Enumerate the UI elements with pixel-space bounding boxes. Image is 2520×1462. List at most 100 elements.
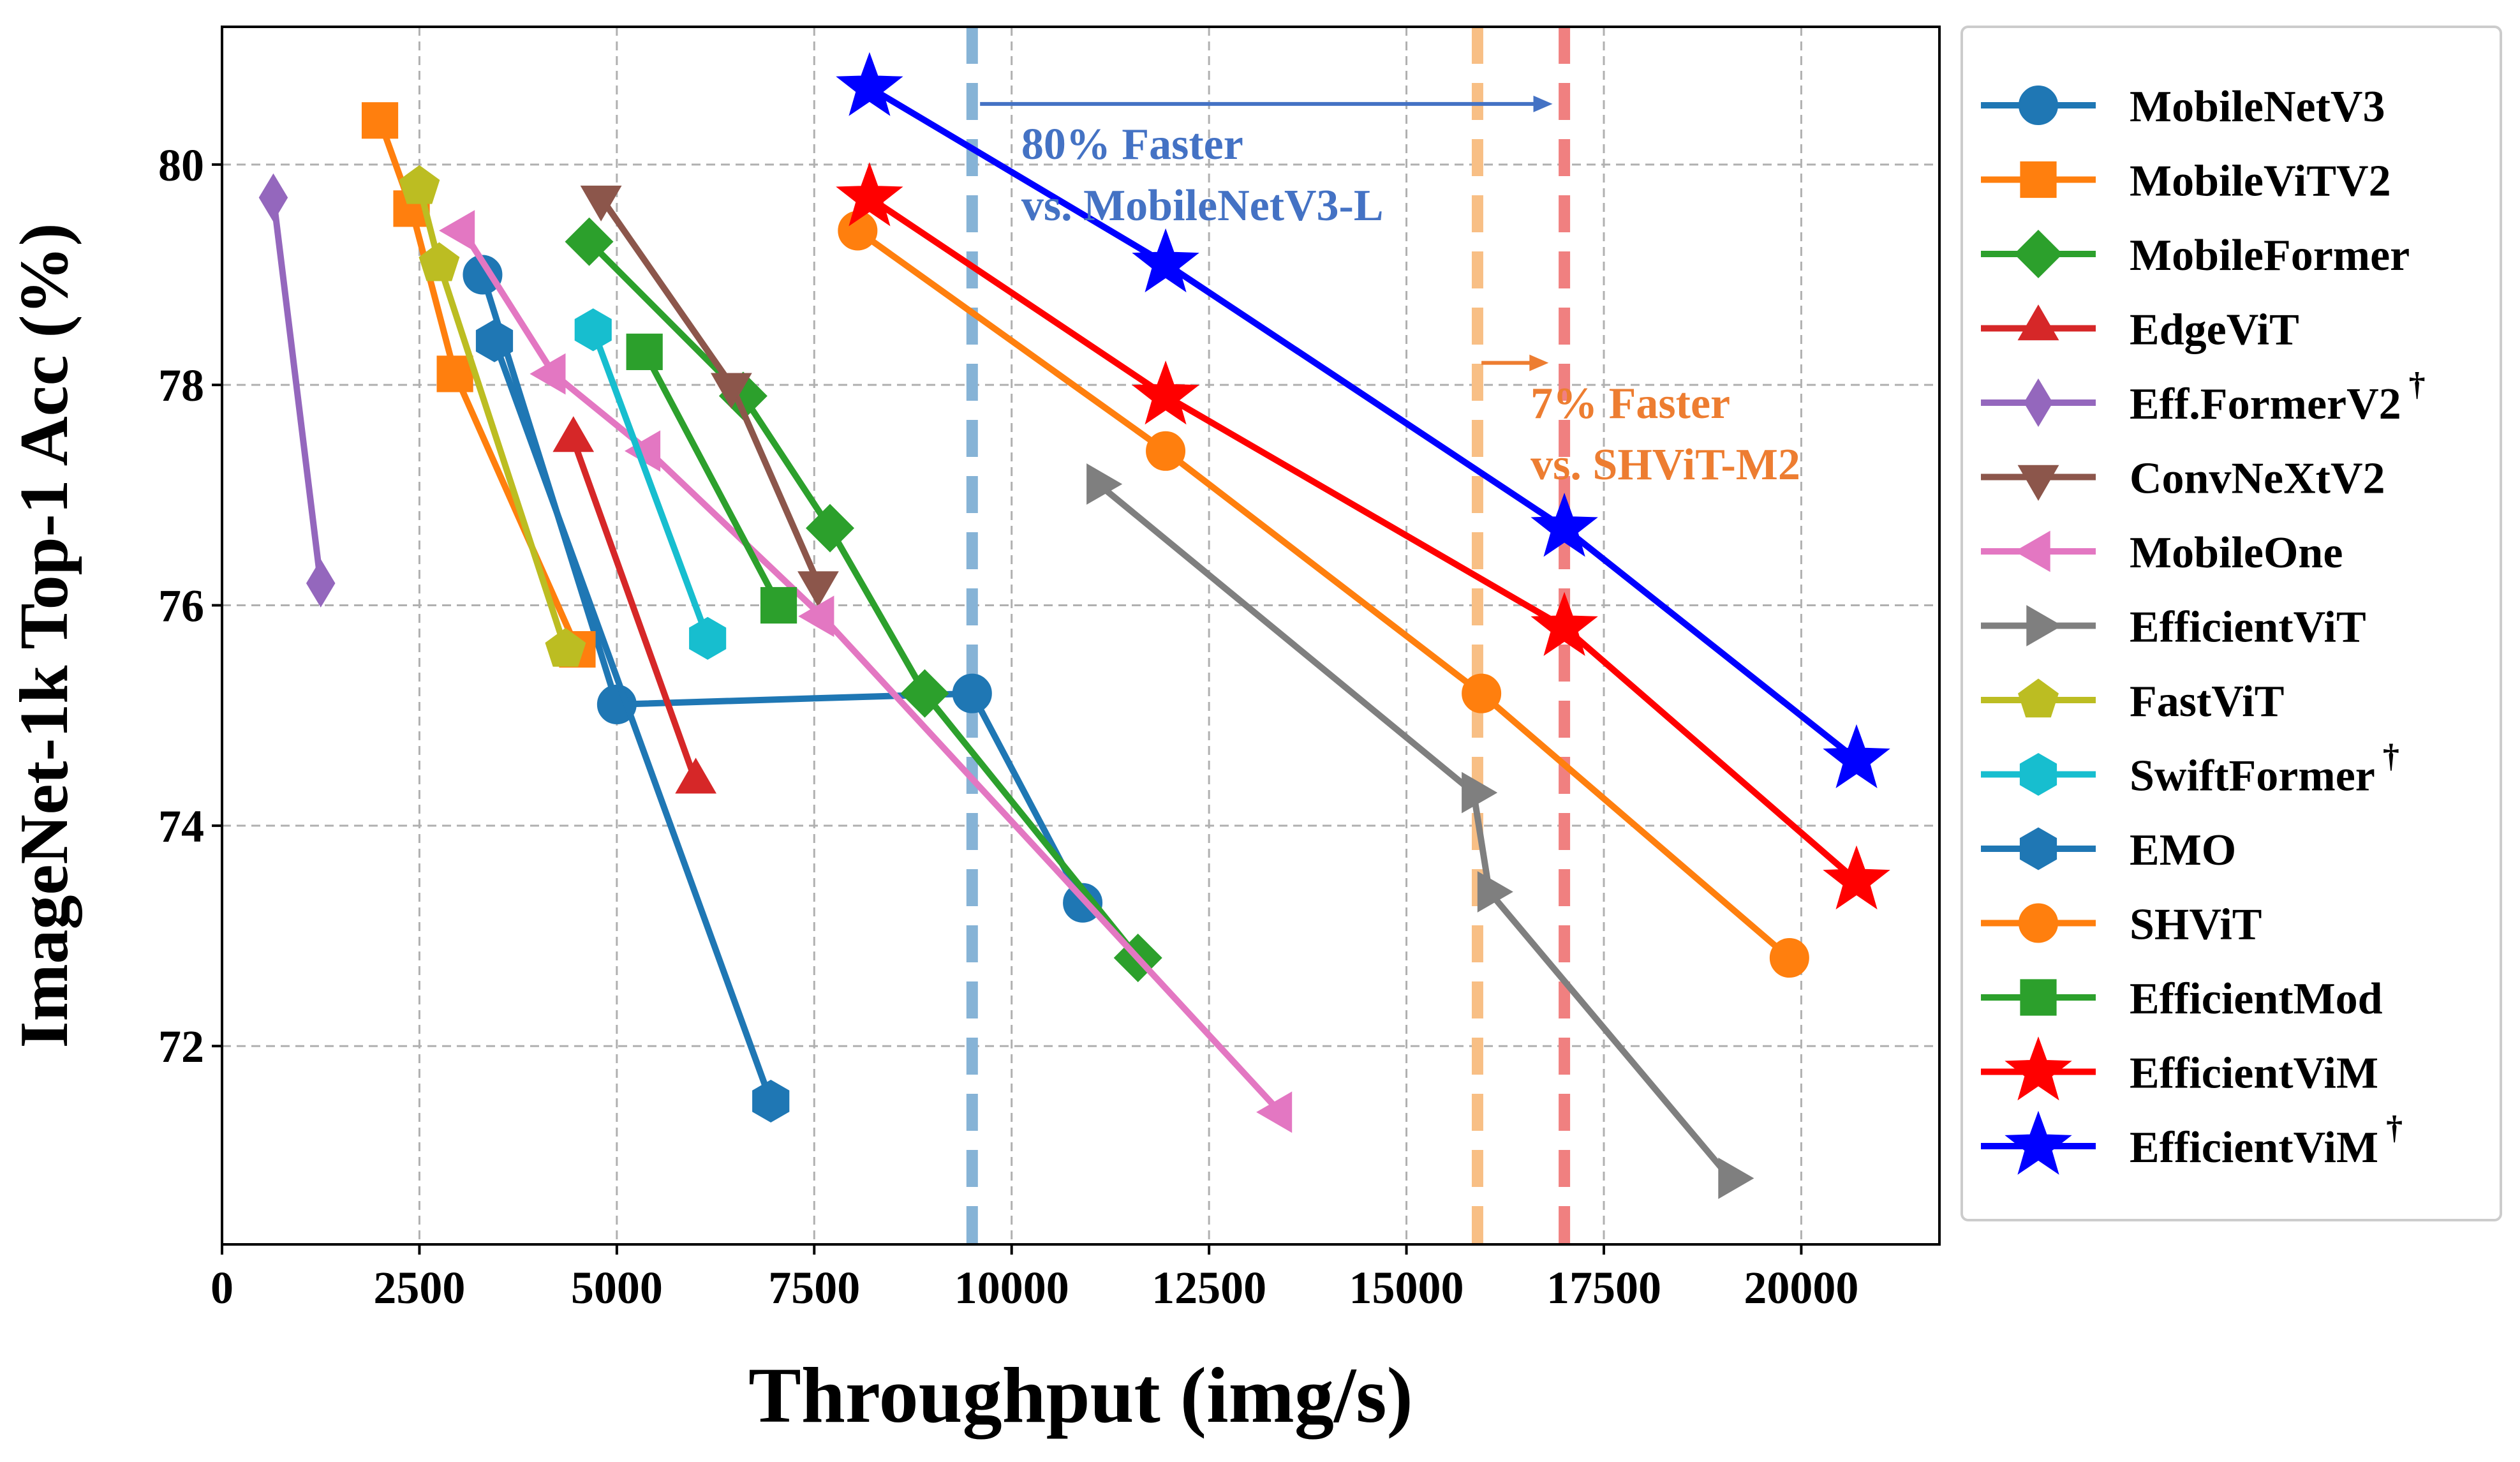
annotation-text: 80% Faster [1021, 120, 1243, 169]
legend-marker [2019, 86, 2058, 125]
series-eff-formerv2-dagger [258, 173, 336, 608]
data-point [900, 669, 949, 718]
data-point [306, 559, 336, 608]
legend-label: MobileFormer [2130, 231, 2410, 280]
plot-frame [221, 26, 1941, 1246]
series-efficientmod [626, 333, 797, 624]
series-emo [475, 319, 790, 1123]
x-tick-label: 10000 [954, 1262, 1069, 1313]
x-tick-label: 20000 [1744, 1262, 1858, 1313]
legend: MobileNetV3 MobileViTV2 MobileFormer EdgeVi… [1960, 26, 2502, 1221]
legend-label: MobileOne [2130, 528, 2343, 578]
annotation-text: vs. MobileNetV3-L [1021, 181, 1384, 230]
data-point [399, 165, 440, 204]
data-point [1823, 845, 1890, 910]
y-axis-ticks: 72 74 76 78 80 [158, 140, 222, 1072]
data-point [1132, 228, 1199, 293]
x-axis-ticks: 0 2500 5000 7500 10000 12500 15000 17500 20000 [211, 1244, 1858, 1313]
grid [221, 27, 1939, 1244]
data-point [836, 52, 903, 116]
data-point [463, 255, 503, 295]
legend-label: EfficientViT [2130, 603, 2366, 652]
legend-marker [2019, 903, 2058, 943]
legend-entry: Eff.FormerV2 † [1981, 366, 2426, 429]
legend-entry: EfficientMod [1981, 974, 2383, 1024]
data-point [806, 503, 855, 553]
legend-marker [2020, 979, 2057, 1016]
data-point [1256, 1091, 1293, 1133]
series-line [270, 194, 324, 586]
series-line [376, 117, 581, 653]
data-point [552, 416, 595, 452]
data-point [475, 319, 514, 362]
data-point [1823, 724, 1890, 789]
legend-entry: EfficientViM [1981, 1036, 2378, 1101]
series-swiftformer-dagger [574, 308, 727, 660]
data-point [752, 1079, 790, 1123]
series-efficientvim-dagger [836, 52, 1890, 789]
data-point [545, 627, 586, 667]
data-point [1086, 463, 1123, 505]
data-point [1462, 673, 1502, 713]
series-efficientvit [1086, 463, 1754, 1199]
legend-label-dagger: † [2409, 366, 2426, 403]
series-line [854, 227, 1793, 962]
x-tick-label: 15000 [1349, 1262, 1464, 1313]
legend-marker [2026, 605, 2063, 646]
x-tick-label: 5000 [571, 1262, 663, 1313]
annotation-arrowhead [1533, 95, 1553, 112]
y-tick-label: 78 [158, 360, 204, 411]
data-point [1769, 938, 1809, 978]
series-line [641, 348, 782, 609]
legend-entry: EfficientViT [1981, 603, 2366, 652]
data-point [258, 173, 288, 222]
data-point [361, 102, 399, 139]
x-tick-label: 7500 [768, 1262, 860, 1313]
series-line [1095, 481, 1733, 1182]
legend-marker [2013, 229, 2063, 279]
data-point [1531, 592, 1598, 656]
legend-marker [2017, 304, 2059, 341]
x-tick-label: 2500 [373, 1262, 465, 1313]
annotations: 80% Faster vs. MobileNetV3-L 7% Faster vs. … [980, 95, 1800, 489]
legend-entry: MobileViTV2 [1981, 157, 2391, 206]
legend-entry: EMO [1981, 826, 2236, 875]
legend-label: MobileNetV3 [2130, 82, 2385, 131]
legend-marker [2019, 752, 2057, 796]
data-point [710, 373, 752, 409]
legend-marker [2024, 378, 2053, 427]
x-tick-label: 0 [211, 1262, 233, 1313]
legend-marker [2005, 1110, 2072, 1175]
legend-marker [2019, 827, 2057, 870]
y-tick-label: 74 [158, 801, 204, 852]
data-point [580, 185, 622, 221]
series-line [866, 194, 1860, 884]
series-layer [258, 52, 1890, 1199]
legend-marker [2014, 530, 2050, 572]
series-line [570, 436, 699, 785]
data-point [530, 353, 566, 395]
legend-entry: SHViT [1981, 900, 2262, 950]
data-point [565, 217, 614, 266]
data-point [574, 308, 612, 352]
data-point [1132, 360, 1199, 425]
legend-label: ConvNeXtV2 [2130, 454, 2385, 503]
data-point [1531, 493, 1598, 557]
series-edgevit [552, 416, 717, 794]
legend-label: EfficientViM [2130, 1123, 2378, 1172]
data-point [798, 595, 834, 638]
series-convnextv2 [580, 185, 839, 608]
series-line [491, 338, 775, 1105]
series-efficientvim [836, 162, 1890, 910]
legend-entry: MobileNetV3 [1981, 82, 2385, 131]
data-point [689, 616, 727, 660]
legend-entry: MobileFormer [1981, 229, 2410, 280]
legend-label: EMO [2130, 826, 2236, 875]
series-shvit [838, 211, 1809, 978]
y-axis-label: ImageNet-1k Top-1 Acc (%) [6, 223, 82, 1048]
data-point [952, 673, 992, 713]
data-point [419, 242, 460, 281]
data-point [626, 333, 663, 370]
legend-label: EfficientMod [2130, 974, 2383, 1024]
